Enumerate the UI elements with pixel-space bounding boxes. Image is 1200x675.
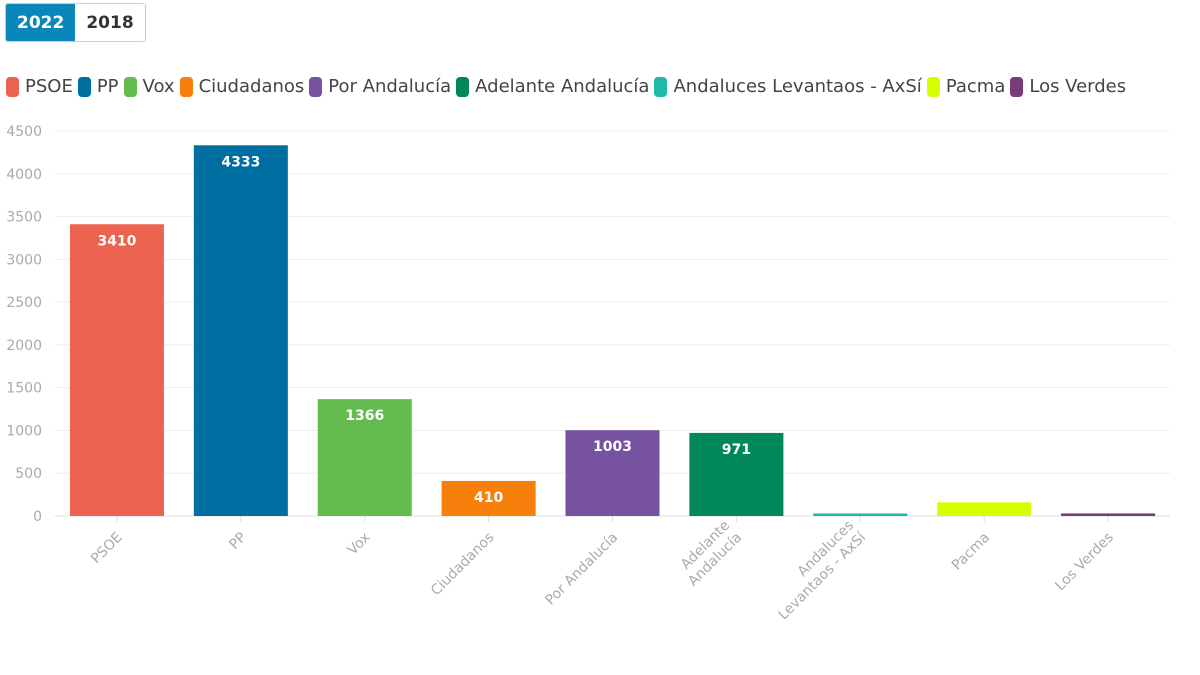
x-tick-label: AdelanteAndalucía bbox=[673, 517, 745, 589]
legend-label: PSOE bbox=[25, 76, 73, 97]
legend-swatch bbox=[654, 76, 668, 97]
legend-item[interactable]: Vox bbox=[123, 76, 175, 97]
legend-label: Andaluces Levantaos - AxSí bbox=[673, 76, 922, 97]
legend-swatch bbox=[309, 76, 323, 97]
bar bbox=[689, 432, 784, 516]
y-tick-label: 2500 bbox=[6, 295, 42, 311]
bar bbox=[1061, 513, 1156, 516]
legend-item[interactable]: Adelante Andalucía bbox=[456, 76, 649, 97]
legend-swatch bbox=[456, 76, 470, 97]
legend-swatch bbox=[123, 76, 137, 97]
legend-swatch bbox=[179, 76, 193, 97]
bar bbox=[565, 430, 660, 516]
legend-item[interactable]: PSOE bbox=[6, 76, 73, 97]
legend-label: Ciudadanos bbox=[198, 76, 305, 97]
x-tick-label: Ciudadanos bbox=[428, 530, 497, 599]
legend-swatch bbox=[6, 76, 19, 97]
bar bbox=[69, 224, 164, 516]
y-tick-label: 500 bbox=[15, 466, 42, 482]
data-label: 1366 bbox=[345, 408, 384, 424]
bar bbox=[937, 502, 1032, 516]
x-tick-label: PSOE bbox=[88, 530, 126, 568]
legend-label: Adelante Andalucía bbox=[475, 76, 650, 97]
y-tick-label: 0 bbox=[33, 509, 42, 525]
legend-label: Pacma bbox=[945, 76, 1006, 97]
x-tick-label: Por Andalucía bbox=[542, 530, 621, 609]
y-tick-label: 3500 bbox=[6, 210, 42, 226]
y-tick-label: 2000 bbox=[6, 338, 42, 354]
year-toggle: 2022 2018 bbox=[5, 3, 146, 42]
legend-swatch bbox=[926, 76, 940, 97]
x-tick-label: Los Verdes bbox=[1052, 530, 1117, 595]
legend-item[interactable]: Pacma bbox=[926, 76, 1006, 97]
y-tick-label: 1500 bbox=[6, 381, 42, 397]
year-2022-button[interactable]: 2022 bbox=[6, 4, 76, 41]
legend-swatch bbox=[1010, 76, 1024, 97]
x-tick-label: AndalucesLevantaos - AxSí bbox=[763, 517, 869, 623]
data-label: 410 bbox=[474, 490, 503, 506]
chart-legend: PSOE PP Vox Ciudadanos Por Andalucía Adelante… bbox=[6, 76, 1131, 97]
y-tick-label: 4000 bbox=[6, 167, 42, 183]
data-label: 3410 bbox=[97, 233, 136, 249]
bar bbox=[317, 399, 412, 516]
bar bbox=[193, 145, 288, 516]
y-tick-label: 4500 bbox=[6, 124, 42, 140]
bar bbox=[813, 513, 908, 516]
legend-label: PP bbox=[96, 76, 119, 97]
year-2018-button[interactable]: 2018 bbox=[75, 4, 145, 41]
bar bbox=[441, 480, 536, 516]
x-tick-label: Pacma bbox=[949, 530, 993, 574]
y-tick-label: 3000 bbox=[6, 252, 42, 268]
x-tick-label: PP bbox=[226, 530, 249, 553]
legend-label: Vox bbox=[142, 76, 175, 97]
legend-item[interactable]: Los Verdes bbox=[1010, 76, 1126, 97]
data-label: 4333 bbox=[221, 154, 260, 170]
legend-item[interactable]: Andaluces Levantaos - AxSí bbox=[654, 76, 922, 97]
legend-item[interactable]: PP bbox=[77, 76, 119, 97]
legend-label: Los Verdes bbox=[1029, 76, 1127, 97]
legend-item[interactable]: Por Andalucía bbox=[309, 76, 451, 97]
data-label: 1003 bbox=[593, 439, 632, 455]
legend-item[interactable]: Ciudadanos bbox=[179, 76, 305, 97]
legend-swatch bbox=[77, 76, 91, 97]
x-tick-label: Vox bbox=[345, 530, 374, 559]
data-label: 971 bbox=[722, 442, 751, 458]
legend-label: Por Andalucía bbox=[328, 76, 452, 97]
y-tick-label: 1000 bbox=[6, 423, 42, 439]
